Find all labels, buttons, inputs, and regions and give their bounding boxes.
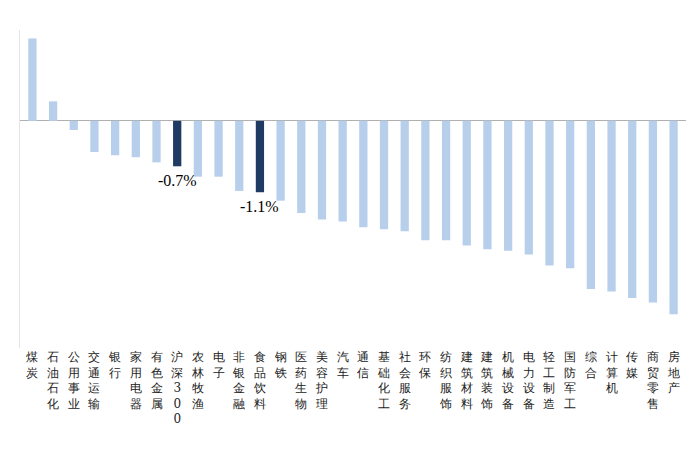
svg-text:食品饮料: 食品饮料	[253, 350, 266, 411]
svg-text:房地产: 房地产	[667, 350, 680, 395]
svg-text:钢铁: 钢铁	[274, 350, 287, 380]
svg-text:公用事业: 公用事业	[68, 350, 80, 411]
svg-text:-0.7%: -0.7%	[158, 172, 197, 189]
svg-text:汽车: 汽车	[337, 350, 349, 380]
svg-text:农林牧渔: 农林牧渔	[191, 350, 204, 411]
svg-text:社会服务: 社会服务	[399, 350, 411, 411]
svg-text:电力设备: 电力设备	[523, 350, 535, 411]
svg-text:计算机: 计算机	[606, 350, 618, 395]
svg-text:家用电器: 家用电器	[130, 350, 142, 411]
svg-text:综合: 综合	[585, 350, 597, 380]
svg-text:基础化工: 基础化工	[377, 350, 390, 411]
svg-text:医药生物: 医药生物	[295, 350, 307, 411]
svg-text:交通运输: 交通运输	[88, 350, 100, 411]
svg-text:电子: 电子	[213, 350, 225, 380]
svg-text:建筑材料: 建筑材料	[460, 350, 473, 411]
svg-text:传媒: 传媒	[626, 350, 638, 380]
svg-text:通信: 通信	[357, 350, 369, 380]
svg-text:建筑装饰: 建筑装饰	[480, 350, 493, 411]
svg-text:机械设备: 机械设备	[502, 350, 514, 411]
svg-text:有色金属: 有色金属	[151, 350, 163, 411]
svg-text:-1.1%: -1.1%	[240, 198, 279, 215]
svg-text:非银金融: 非银金融	[232, 350, 245, 411]
svg-text:沪深300: 沪深300	[171, 350, 183, 426]
svg-text:煤炭: 煤炭	[26, 350, 38, 380]
svg-text:轻工制造: 轻工制造	[543, 350, 555, 411]
svg-text:环保: 环保	[419, 350, 431, 380]
svg-text:纺织服饰: 纺织服饰	[439, 350, 452, 411]
svg-text:商贸零售: 商贸零售	[647, 350, 659, 411]
svg-text:银行: 银行	[108, 350, 121, 380]
svg-text:石油石化: 石油石化	[47, 350, 59, 411]
svg-text:美容护理: 美容护理	[315, 350, 328, 411]
svg-text:国防军工: 国防军工	[564, 350, 576, 411]
